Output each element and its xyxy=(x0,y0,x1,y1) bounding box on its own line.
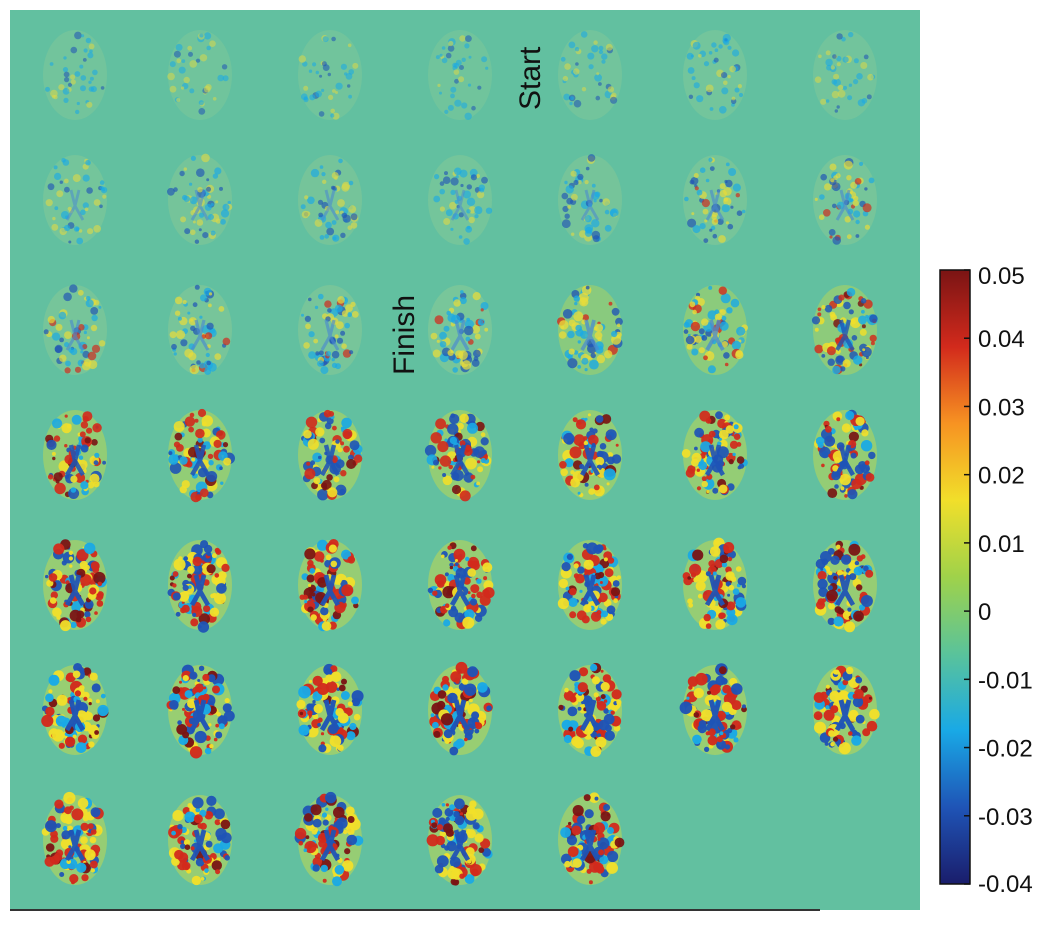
brain-slice-panel xyxy=(558,410,622,500)
start-label: Start xyxy=(514,46,547,110)
colorbar-tick-label: 0.02 xyxy=(978,463,1025,490)
brain-slice-panel xyxy=(43,155,108,245)
brain-slice-panel xyxy=(811,285,878,375)
brain-slice-panel xyxy=(813,409,877,500)
colorbar-tick-label: 0 xyxy=(978,599,991,626)
brain-slice-panel xyxy=(424,410,492,502)
brain-slice-panel xyxy=(557,540,622,630)
brain-slice-panel xyxy=(41,791,107,885)
brain-slice-panel xyxy=(43,284,107,375)
brain-slice-panel xyxy=(296,663,364,755)
colorbar-tick-label: 0.01 xyxy=(978,531,1025,558)
brain-slice-panel xyxy=(428,30,492,120)
brain-slice-panel xyxy=(558,792,625,885)
brain-slice-panel xyxy=(298,409,363,501)
brain-slice-panel xyxy=(557,285,623,375)
brain-slice-panel xyxy=(428,661,493,756)
brain-slice-panel xyxy=(558,154,622,245)
brain-slice-panel xyxy=(682,537,747,630)
brain-slice-panel xyxy=(167,153,233,245)
brain-slice-panel xyxy=(558,662,622,757)
brain-slice-panel xyxy=(813,30,877,120)
colorbar: 0.05 0.04 0.03 0.02 0.01 0 -0.01 -0.02 -0.03 -0.0… xyxy=(939,263,1033,898)
brain-slice-panel xyxy=(166,664,235,759)
brain-slice-panel xyxy=(428,285,492,375)
brain-slice-panel xyxy=(167,540,232,633)
colorbar-tick-label: 0.03 xyxy=(978,394,1025,421)
brain-slice-panel xyxy=(43,30,107,120)
colorbar-tick-label: 0.04 xyxy=(978,326,1025,353)
colorbar-tick-label: -0.03 xyxy=(978,804,1033,831)
brain-slice-panel xyxy=(41,663,109,755)
brain-slice-panels xyxy=(41,30,880,887)
brain-slice-panel xyxy=(298,30,362,120)
colorbar-tick-label: -0.01 xyxy=(978,667,1033,694)
brain-slice-panel xyxy=(683,155,747,245)
colorbar-bar xyxy=(939,269,971,885)
brain-slice-panel xyxy=(298,155,362,245)
brain-slice-panel xyxy=(683,30,747,120)
colorbar-ticks: 0.05 0.04 0.03 0.02 0.01 0 -0.01 -0.02 -0.03 -0.0… xyxy=(964,263,1033,898)
brain-slice-panel xyxy=(43,539,107,632)
brain-slice-panel xyxy=(813,155,877,245)
brain-slice-panel xyxy=(43,410,107,500)
brain-slice-panel xyxy=(167,30,232,120)
brain-slice-panel xyxy=(558,30,622,120)
brain-slice-panel xyxy=(679,663,747,755)
brain-slice-panel xyxy=(298,539,362,632)
brain-slice-panel xyxy=(683,285,748,375)
brain-slice-panel xyxy=(168,408,235,503)
brain-slice-panel xyxy=(813,540,877,633)
colorbar-tick-label: -0.04 xyxy=(978,871,1033,898)
brain-slice-panel xyxy=(681,410,748,500)
brain-slice-panel xyxy=(427,540,495,630)
brain-slice-panel xyxy=(168,795,232,886)
colorbar-tick-label: 0.05 xyxy=(978,263,1025,290)
colorbar-tick-label: -0.02 xyxy=(978,736,1033,763)
brain-slice-panel xyxy=(813,665,880,755)
finish-label: Finish xyxy=(388,295,421,375)
brain-slice-panel xyxy=(294,791,364,887)
brain-slice-panel xyxy=(428,155,493,245)
brain-slice-panel xyxy=(168,284,232,375)
brain-slice-panel xyxy=(426,795,493,886)
brain-slice-panel xyxy=(298,285,362,375)
